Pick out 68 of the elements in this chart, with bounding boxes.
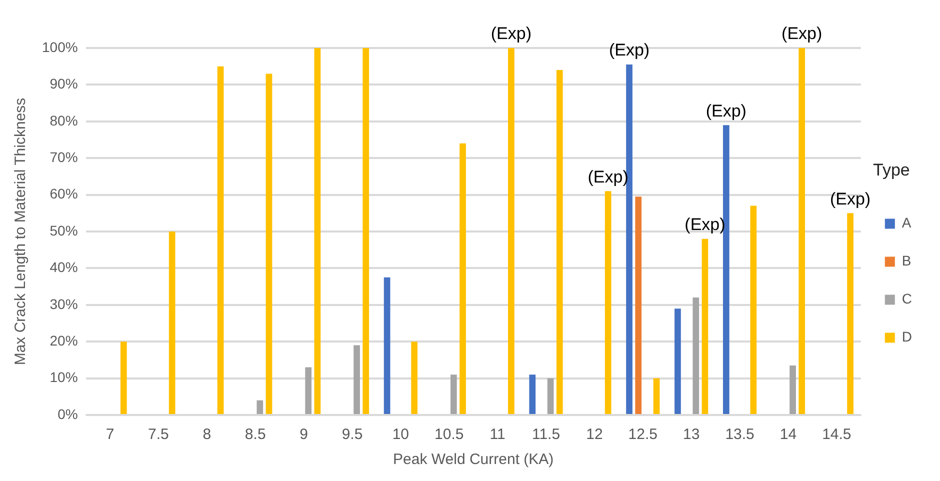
y-tick-label: 10%	[50, 369, 78, 386]
bar	[798, 48, 806, 414]
bar	[674, 308, 681, 414]
bar	[604, 191, 612, 414]
bar	[508, 48, 514, 414]
bar	[460, 143, 466, 414]
data-label: (Exp)	[782, 24, 822, 44]
y-tick-label: 50%	[50, 222, 78, 238]
bar	[702, 238, 708, 414]
bar	[847, 213, 854, 414]
y-tick-label: 80%	[50, 112, 78, 128]
bar	[266, 74, 272, 414]
x-tick-label: 7.5	[148, 426, 169, 444]
x-axis-title: Peak Weld Current (KA)	[393, 451, 554, 468]
bar	[529, 374, 536, 414]
x-tick-label: 13	[682, 426, 700, 444]
bar	[692, 298, 700, 414]
bar	[450, 374, 457, 414]
x-tick-label: 13.5	[725, 426, 754, 444]
bar	[384, 277, 390, 414]
legend-label: B	[902, 252, 912, 269]
x-tick-label: 9	[300, 426, 308, 444]
bar	[556, 70, 563, 414]
bar	[635, 196, 642, 414]
bar	[120, 342, 127, 414]
y-tick-label: 20%	[50, 332, 78, 348]
bar	[354, 345, 360, 414]
x-tick-label: 11.5	[532, 426, 560, 444]
legend-title: Type	[873, 160, 910, 180]
bar	[653, 378, 660, 414]
bar	[790, 365, 796, 414]
bar	[217, 66, 224, 414]
bar	[411, 342, 418, 414]
x-tick-label: 8	[202, 426, 212, 444]
data-label: (Exp)	[830, 189, 871, 208]
bar	[362, 48, 370, 414]
x-tick-label: 10	[392, 426, 410, 444]
y-axis-title: Max Crack Length to Material Thickness	[12, 98, 30, 366]
y-tick-label: 30%	[50, 296, 78, 312]
data-label: (Exp)	[490, 24, 532, 44]
data-label: (Exp)	[608, 40, 650, 60]
bar	[722, 125, 730, 414]
x-tick-label: 10.5	[434, 426, 464, 444]
bar	[750, 206, 757, 414]
bar	[626, 64, 632, 414]
x-tick-label: 8.5	[244, 426, 266, 444]
y-tick-label: 60%	[50, 186, 78, 202]
legend-label: D	[902, 328, 912, 345]
y-tick-label: 90%	[50, 76, 78, 92]
bar	[256, 400, 264, 414]
bar	[314, 48, 321, 414]
bar	[168, 232, 176, 414]
x-tick-label: 7	[106, 426, 114, 444]
bar	[547, 378, 554, 414]
x-tick-label: 12.5	[628, 426, 658, 444]
data-label: (Exp)	[706, 101, 746, 120]
y-tick-label: 0%	[58, 406, 78, 422]
x-tick-label: 14.5	[822, 426, 852, 444]
legend-label: A	[902, 214, 912, 231]
bar	[305, 367, 312, 414]
x-tick-label: 9.5	[342, 426, 363, 444]
x-tick-label: 11	[490, 426, 506, 444]
x-tick-label: 14	[780, 426, 797, 444]
y-tick-label: 70%	[50, 148, 78, 165]
x-tick-label: 12	[586, 426, 603, 444]
y-tick-label: 40%	[50, 259, 78, 276]
y-tick-label: 100%	[42, 38, 78, 55]
legend-label: C	[902, 290, 912, 307]
